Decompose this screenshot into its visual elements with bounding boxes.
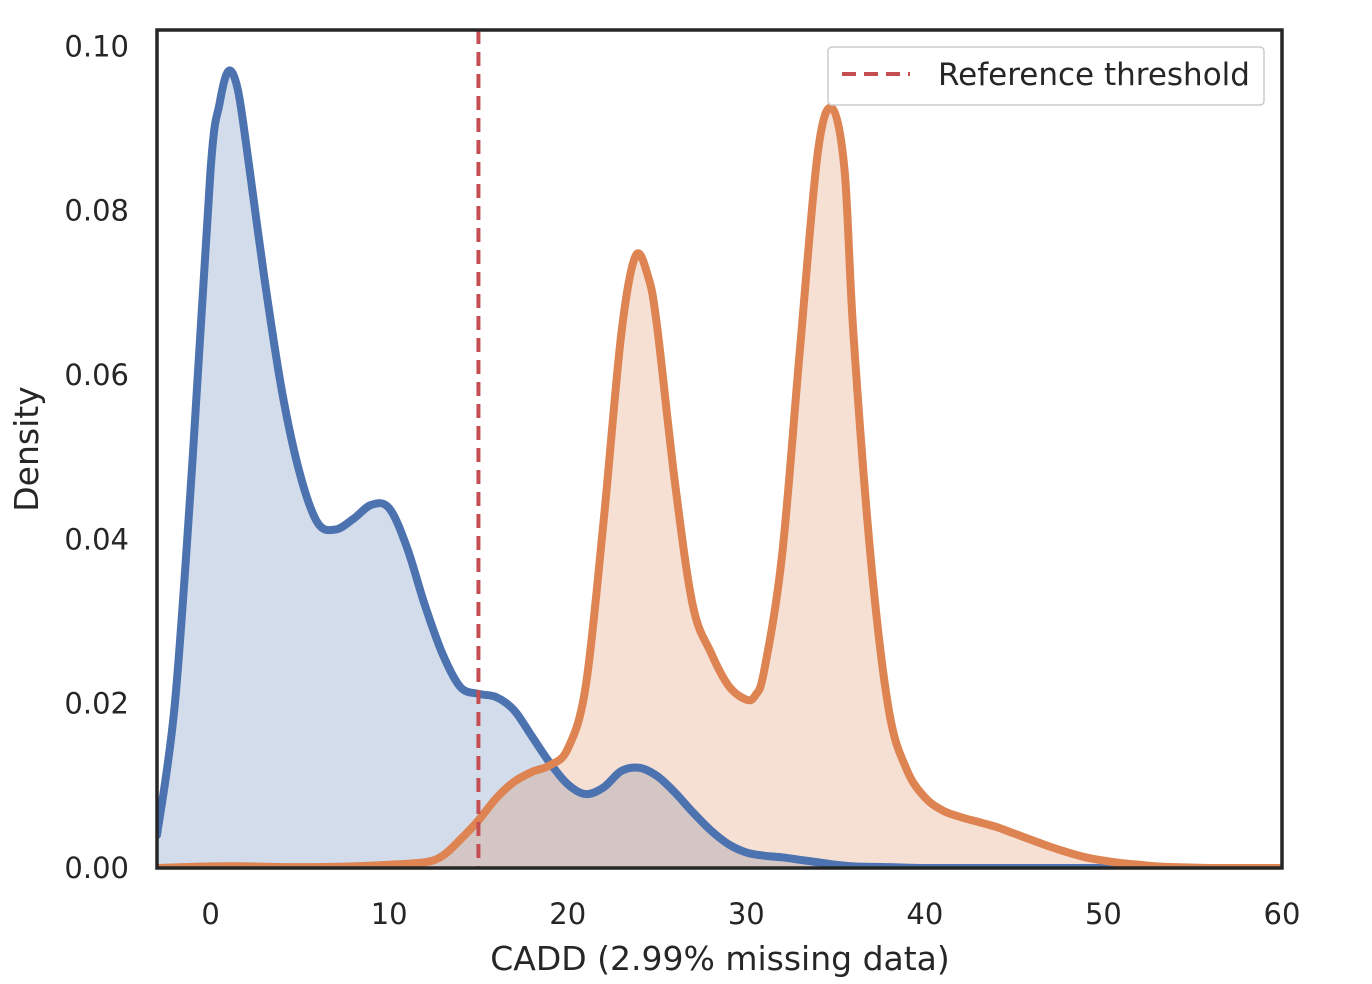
y-tick-label: 0.10 — [64, 29, 129, 63]
y-tick-label: 0.02 — [64, 687, 129, 721]
y-tick-label: 0.06 — [64, 358, 129, 392]
x-tick-label: 0 — [201, 897, 219, 931]
y-tick-label: 0.04 — [64, 522, 129, 556]
y-axis-ticks: 0.00 0.02 0.04 0.06 0.08 0.10 — [64, 29, 129, 885]
x-tick-label: 10 — [371, 897, 408, 931]
orange-density-line — [157, 103, 1282, 868]
plot-frame — [155, 28, 1284, 870]
orange-density-fill — [157, 107, 1282, 868]
x-tick-label: 50 — [1085, 897, 1122, 931]
blue-density-fill — [157, 70, 1282, 868]
legend-label-reference-threshold: Reference threshold — [938, 57, 1250, 93]
x-tick-label: 40 — [906, 897, 943, 931]
y-tick-label: 0.00 — [64, 851, 129, 885]
x-axis-label: CADD (2.99% missing data) — [490, 939, 950, 978]
legend-box — [827, 46, 1265, 106]
y-axis-label: Density — [7, 386, 46, 511]
blue-density-line — [157, 66, 1282, 868]
x-tick-label: 30 — [728, 897, 765, 931]
x-tick-label: 20 — [549, 897, 586, 931]
legend: Reference threshold — [827, 46, 1265, 106]
y-tick-label: 0.08 — [64, 194, 129, 228]
x-axis-ticks: 0 10 20 30 40 50 60 — [201, 897, 1300, 931]
x-tick-label: 60 — [1264, 897, 1301, 931]
